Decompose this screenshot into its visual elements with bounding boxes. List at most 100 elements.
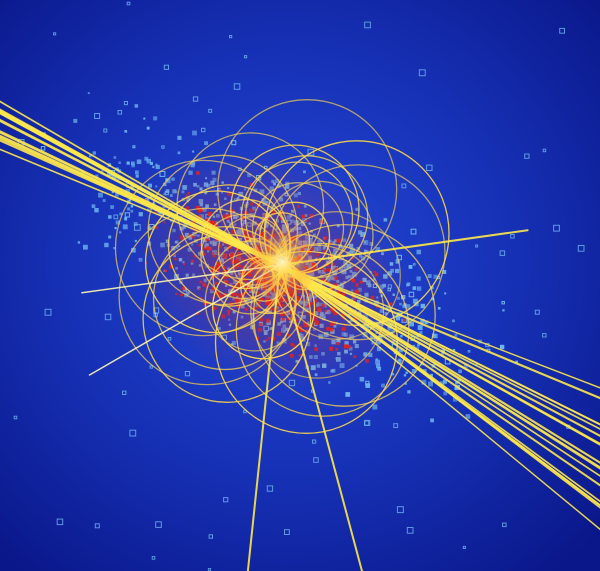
red-hit <box>208 247 213 251</box>
red-hit <box>334 296 337 299</box>
red-hit <box>238 293 243 298</box>
red-hit <box>180 293 183 297</box>
blue-hit <box>149 161 153 165</box>
blue-hit <box>383 218 388 222</box>
red-hit <box>326 263 330 267</box>
blue-hit <box>135 170 139 175</box>
red-hit <box>265 318 270 323</box>
red-hit <box>323 236 328 240</box>
blue-hit <box>122 390 127 396</box>
collision-vertex <box>244 224 320 300</box>
blue-hit <box>115 192 119 197</box>
red-hit <box>305 220 308 223</box>
blue-hit <box>131 161 135 166</box>
red-hit <box>353 355 357 358</box>
blue-hit <box>412 344 416 348</box>
blue-hit <box>406 527 414 534</box>
red-hit <box>236 252 241 256</box>
red-hit <box>290 311 294 315</box>
red-hit <box>304 329 308 333</box>
blue-hit <box>443 391 448 396</box>
red-hit <box>163 221 166 224</box>
blue-hit <box>499 344 505 350</box>
red-hit <box>257 305 260 309</box>
red-hit <box>226 216 230 220</box>
blue-hit <box>177 135 182 140</box>
red-hit <box>295 319 298 322</box>
blue-hit <box>542 148 547 153</box>
red-hit <box>333 283 338 288</box>
red-hit <box>200 297 203 300</box>
red-hit <box>296 295 299 299</box>
blue-hit <box>501 301 505 305</box>
red-hit <box>259 323 263 327</box>
red-hit <box>309 302 313 305</box>
blue-hit <box>437 307 441 310</box>
red-hit <box>216 265 221 270</box>
red-hit <box>305 323 309 327</box>
blue-hit <box>184 371 191 377</box>
red-hit <box>359 280 363 284</box>
red-hit <box>206 227 210 232</box>
blue-hit <box>117 110 123 115</box>
straight-track <box>279 264 364 571</box>
blue-hit <box>208 534 214 539</box>
red-hit <box>250 202 253 206</box>
straight-track <box>0 100 281 266</box>
blue-hit <box>113 214 119 220</box>
red-hit <box>309 214 314 219</box>
red-hit <box>235 258 240 263</box>
blue-hit <box>124 212 130 218</box>
red-hit <box>237 284 242 289</box>
red-hit <box>230 252 235 257</box>
straight-track <box>278 263 600 400</box>
red-hit <box>211 287 216 291</box>
red-hit <box>203 252 206 256</box>
red-hit <box>169 264 174 269</box>
blue-hit <box>113 247 116 250</box>
red-hit <box>227 312 231 316</box>
blue-hit <box>104 242 109 248</box>
red-hit <box>218 244 222 248</box>
red-hit <box>325 309 328 312</box>
blue-hit <box>77 241 81 244</box>
blue-hit <box>152 165 155 169</box>
red-hit <box>351 295 354 298</box>
curling-track <box>252 223 436 407</box>
red-hit <box>219 294 223 298</box>
red-hit <box>341 293 346 297</box>
red-hit <box>175 292 178 296</box>
blue-hit <box>204 141 208 146</box>
blue-hit <box>124 130 128 133</box>
blue-hit <box>454 387 458 391</box>
blue-hit <box>126 161 130 165</box>
blue-hit <box>421 379 427 385</box>
red-hit <box>185 206 189 210</box>
blue-hit <box>407 390 411 394</box>
blue-hit <box>155 163 158 166</box>
blue-hit <box>440 381 445 386</box>
blue-hit <box>44 308 52 316</box>
red-hit <box>307 291 310 294</box>
straight-track <box>278 263 600 470</box>
blue-hit <box>442 379 447 384</box>
blue-hit <box>114 227 117 230</box>
red-hit <box>267 336 271 340</box>
red-hit <box>323 269 327 273</box>
red-hit <box>326 268 329 271</box>
blue-hit <box>192 96 199 102</box>
red-hit <box>336 238 341 243</box>
red-hit <box>174 258 177 261</box>
red-hit <box>331 262 335 266</box>
red-hit <box>365 359 369 363</box>
blue-hit <box>161 145 165 149</box>
blue-hit <box>201 127 206 133</box>
blue-hit <box>442 270 447 274</box>
red-hit <box>221 314 226 319</box>
blue-hit <box>118 161 121 164</box>
red-hit <box>234 292 238 296</box>
red-hit <box>241 215 244 218</box>
red-hit <box>241 257 245 261</box>
red-hit <box>187 192 190 195</box>
blue-hit <box>411 369 416 373</box>
